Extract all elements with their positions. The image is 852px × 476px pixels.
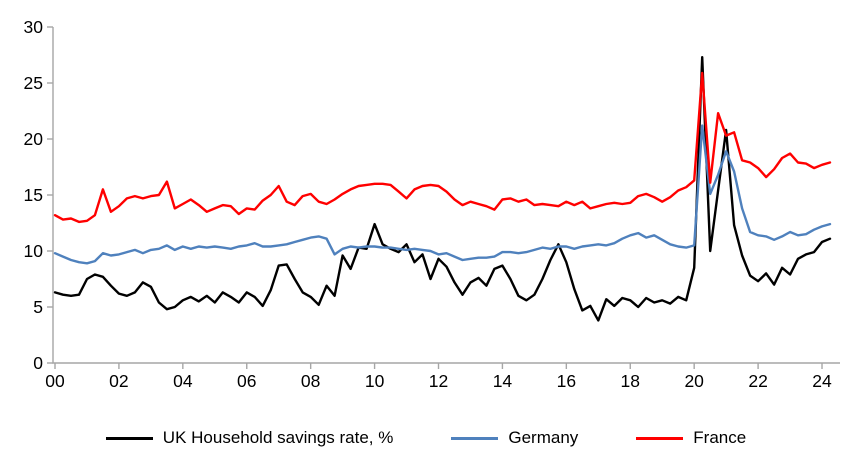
legend-label-france: France bbox=[693, 428, 747, 447]
germany-line-swatch bbox=[451, 436, 499, 440]
y-axis-tick-label: 25 bbox=[24, 73, 43, 93]
x-axis-tick-label: 14 bbox=[493, 371, 513, 391]
x-axis-tick-label: 22 bbox=[748, 371, 767, 391]
x-axis-tick-label: 04 bbox=[173, 371, 193, 391]
legend-item-germany: Germany bbox=[451, 428, 578, 448]
x-axis-tick-label: 18 bbox=[621, 371, 640, 391]
y-axis-tick-label: 15 bbox=[24, 185, 43, 205]
x-axis-tick-label: 20 bbox=[684, 371, 704, 391]
x-axis-tick-label: 16 bbox=[557, 371, 576, 391]
legend-item-uk: UK Household savings rate, % bbox=[105, 428, 394, 448]
y-axis-tick-label: 10 bbox=[24, 241, 44, 261]
x-axis-tick-label: 02 bbox=[109, 371, 128, 391]
y-axis-tick-label: 30 bbox=[24, 17, 44, 37]
y-axis-tick-label: 5 bbox=[33, 297, 43, 317]
x-axis-tick-label: 10 bbox=[365, 371, 385, 391]
series-line-germany bbox=[53, 124, 832, 265]
x-axis-tick-label: 08 bbox=[301, 371, 320, 391]
legend-label-germany: Germany bbox=[508, 428, 579, 447]
x-axis-tick-label: 12 bbox=[429, 371, 448, 391]
chart-legend: UK Household savings rate, % Germany Fra… bbox=[0, 428, 852, 448]
y-axis-tick-label: 20 bbox=[24, 129, 44, 149]
y-axis-tick-label: 0 bbox=[33, 353, 43, 373]
series-line-france bbox=[53, 71, 832, 224]
x-axis-tick-label: 24 bbox=[812, 371, 832, 391]
x-axis-tick-label: 00 bbox=[45, 371, 65, 391]
legend-item-france: France bbox=[636, 428, 746, 448]
uk-line-swatch bbox=[105, 436, 153, 440]
france-line-swatch bbox=[636, 436, 684, 440]
legend-label-uk: UK Household savings rate, % bbox=[162, 428, 394, 447]
x-axis-tick-label: 06 bbox=[237, 371, 256, 391]
